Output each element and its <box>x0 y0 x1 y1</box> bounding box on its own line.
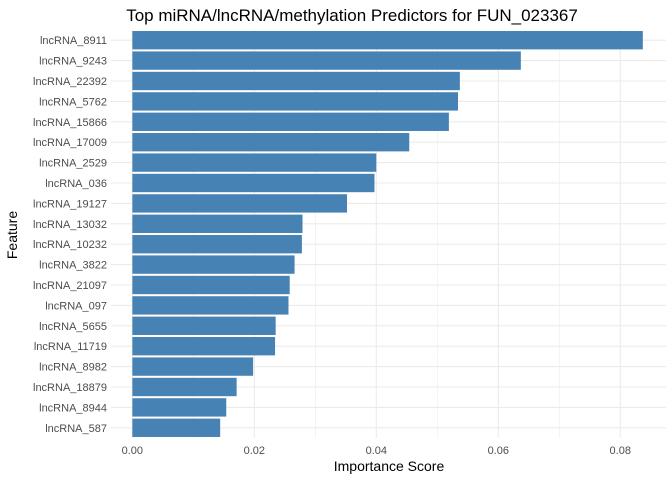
bar <box>132 92 459 111</box>
y-tick-label: lncRNA_2529 <box>39 158 107 170</box>
y-axis-tick-labels: lncRNA_8911 lncRNA_9243 lncRNA_22392 lncRNA… <box>33 35 107 435</box>
x-tick-label: 0.04 <box>366 445 387 457</box>
y-tick-label: lncRNA_21097 <box>33 280 107 292</box>
y-tick-label: lncRNA_036 <box>45 178 107 190</box>
bar <box>132 31 643 50</box>
bar <box>132 357 254 376</box>
bars <box>132 31 643 437</box>
bar <box>132 316 276 335</box>
y-tick-label: lncRNA_18879 <box>33 382 107 394</box>
bar <box>132 235 302 254</box>
grid-lines <box>111 30 666 438</box>
y-tick-label: lncRNA_587 <box>45 423 107 435</box>
bar <box>132 133 410 152</box>
bar <box>132 337 276 356</box>
bar <box>132 398 227 417</box>
chart-title: Top miRNA/lncRNA/methylation Predictors … <box>126 6 578 25</box>
bar <box>132 296 289 315</box>
bar <box>132 275 290 295</box>
bar <box>132 377 237 397</box>
y-tick-label: lncRNA_8944 <box>39 402 107 414</box>
y-tick-label: lncRNA_15866 <box>33 117 107 129</box>
y-tick-label: lncRNA_10232 <box>33 239 107 251</box>
y-tick-label: lncRNA_9243 <box>39 56 107 68</box>
y-tick-label: lncRNA_8911 <box>40 35 107 47</box>
bar <box>132 173 375 193</box>
y-tick-label: lncRNA_097 <box>45 300 107 312</box>
y-tick-label: lncRNA_8982 <box>39 362 107 374</box>
y-tick-label: lncRNA_5655 <box>39 321 107 333</box>
y-tick-label: lncRNA_13032 <box>33 219 107 231</box>
bar <box>132 51 521 70</box>
x-tick-label: 0.02 <box>244 445 265 457</box>
bar <box>132 112 449 131</box>
bar <box>132 153 377 172</box>
bar <box>132 71 460 91</box>
y-tick-label: lncRNA_5762 <box>39 96 107 108</box>
y-tick-label: lncRNA_3822 <box>39 260 107 272</box>
bar <box>132 194 348 213</box>
x-axis-tick-labels: 0.00 0.02 0.04 0.06 0.08 <box>122 445 631 457</box>
x-tick-label: 0.08 <box>610 445 631 457</box>
y-tick-label: lncRNA_11719 <box>34 341 107 353</box>
x-tick-label: 0.06 <box>488 445 509 457</box>
y-tick-label: lncRNA_17009 <box>33 137 107 149</box>
bar <box>132 255 295 274</box>
bar <box>132 214 303 233</box>
bar <box>132 418 221 437</box>
x-axis-title: Importance Score <box>334 458 445 474</box>
y-tick-label: lncRNA_22392 <box>33 76 107 88</box>
x-tick-label: 0.00 <box>122 445 143 457</box>
y-axis-title: Feature <box>4 211 20 259</box>
y-tick-label: lncRNA_19127 <box>33 198 107 210</box>
